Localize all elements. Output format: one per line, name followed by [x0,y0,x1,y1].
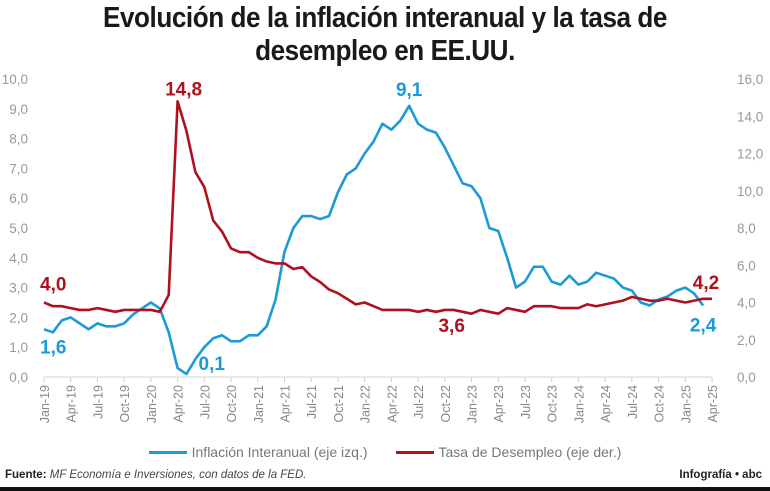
y-left-tick-label: 0,0 [9,370,28,385]
y-left-tick-label: 1,0 [9,340,28,355]
x-tick-label: Jul-21 [305,385,319,419]
legend-swatch-inflation [148,450,187,454]
y-right-tick-label: 8,0 [737,221,756,236]
data-label: 4,0 [40,275,66,296]
x-tick-label: Jul-19 [91,385,105,419]
x-tick-label: Oct-22 [439,385,453,423]
x-tick-label: Jan-20 [145,385,159,423]
x-tick-label: Jan-21 [252,385,266,423]
y-left-tick-label: 7,0 [9,161,28,176]
x-tick-label: Jan-22 [359,385,373,423]
x-tick-label: Jul-20 [198,385,212,419]
data-label: 0,1 [199,354,226,375]
y-right-tick-label: 4,0 [737,296,756,311]
x-tick-label: Jul-22 [412,385,426,419]
x-tick-label: Apr-20 [172,385,186,423]
x-tick-label: Jan-25 [679,385,693,423]
legend: Inflación Interanual (eje izq.) Tasa de … [0,444,770,460]
y-right-tick-label: 2,0 [737,333,756,348]
x-tick-label: Oct-24 [653,385,667,423]
y-right-tick-label: 16,0 [737,72,763,87]
series-line-unemployment [43,100,712,315]
x-tick-label: Jul-24 [626,385,640,419]
x-tick-label: Oct-21 [332,385,346,423]
x-tick-label: Oct-19 [118,385,132,423]
x-tick-label: Jan-19 [38,385,52,423]
source-note: Fuente: MF Economía e Inversiones, con d… [5,469,306,481]
data-label: 4,2 [693,273,719,294]
credit: Infografía • abc [679,469,762,481]
y-right-tick-label: 6,0 [737,258,756,273]
footer-bar [0,487,770,491]
y-right-tick-label: 14,0 [737,109,763,124]
x-tick-label: Apr-19 [65,385,79,423]
data-label: 2,4 [690,315,717,336]
y-left-tick-label: 3,0 [9,281,28,296]
legend-swatch-unemployment [395,450,434,454]
data-label: 3,6 [438,316,464,337]
y-right-tick-label: 10,0 [737,184,763,199]
x-tick-label: Oct-23 [546,385,560,423]
data-label: 14,8 [165,79,202,100]
source-text: MF Economía e Inversiones, con datos de … [49,469,307,481]
y-left-tick-label: 4,0 [9,251,28,266]
y-left-tick-label: 2,0 [9,310,28,325]
legend-label: Inflación Interanual (eje izq.) [191,444,368,460]
data-label: 1,6 [40,337,66,358]
x-tick-label: Jul-23 [519,385,533,419]
y-left-tick-label: 8,0 [9,132,28,147]
legend-item-unemployment: Tasa de Desempleo (eje der.) [395,444,622,460]
legend-label: Tasa de Desempleo (eje der.) [438,444,622,460]
x-tick-label: Apr-21 [278,385,292,423]
y-left-tick-label: 5,0 [9,221,28,236]
source-label: Fuente: [5,469,47,481]
y-left-tick-label: 10,0 [2,72,28,87]
chart-title: Evolución de la inflación interanual y l… [103,2,667,67]
x-tick-label: Jan-24 [572,385,586,423]
x-tick-label: Oct-20 [225,385,239,423]
x-tick-label: Apr-23 [492,385,506,423]
x-tick-label: Apr-25 [706,385,720,423]
y-left-tick-label: 6,0 [9,191,28,206]
x-tick-label: Apr-24 [599,385,613,423]
x-tick-label: Jan-23 [466,385,480,423]
y-right-tick-label: 0,0 [737,370,756,385]
legend-item-inflation: Inflación Interanual (eje izq.) [148,444,368,460]
series-line-inflation [43,104,705,376]
y-left-tick-label: 9,0 [9,102,28,117]
data-label: 9,1 [396,80,423,101]
y-right-tick-label: 12,0 [737,147,763,162]
x-tick-label: Apr-22 [385,385,399,423]
